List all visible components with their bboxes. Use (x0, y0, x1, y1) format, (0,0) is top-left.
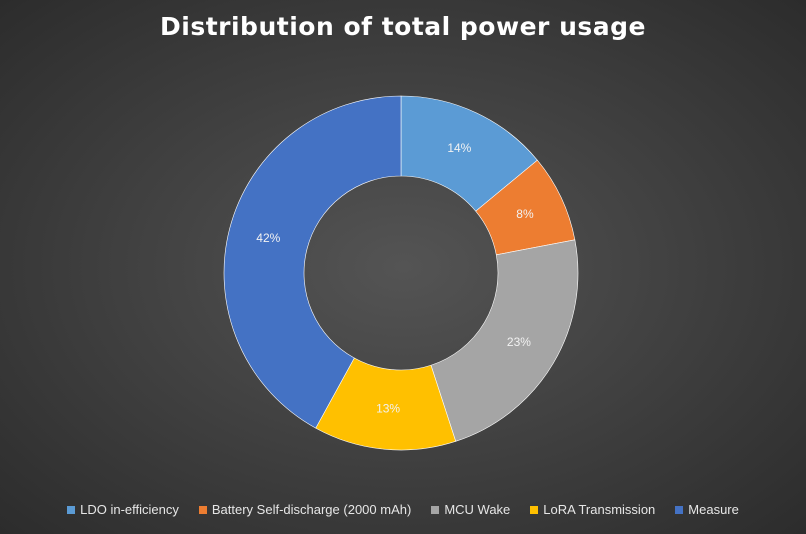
legend-swatch (675, 505, 684, 514)
legend-swatch (67, 505, 76, 514)
legend-label: LDO in-efficiency (80, 502, 179, 517)
legend-item-battery-self-discharge-2000-mah: Battery Self-discharge (2000 mAh) (198, 502, 412, 517)
legend-swatch (198, 505, 207, 514)
legend-label: Battery Self-discharge (2000 mAh) (211, 502, 412, 517)
legend-item-ldo-in-efficiency: LDO in-efficiency (67, 502, 179, 517)
slice-label-mcu-wake: 23% (507, 335, 531, 349)
legend-item-measure: Measure (675, 502, 739, 517)
legend-item-mcu-wake: MCU Wake (431, 502, 510, 517)
legend: LDO in-efficiency Battery Self-discharge … (0, 502, 806, 517)
legend-label: LoRA Transmission (543, 502, 656, 517)
slice-label-measure: 42% (256, 231, 280, 245)
slice-label-ldo-in-efficiency: 14% (447, 141, 471, 155)
legend-item-lora-transmission: LoRA Transmission (530, 502, 655, 517)
slice-mcu-wake (430, 239, 579, 442)
slice-measure (223, 95, 402, 429)
slice-label-battery-self-discharge-2000-mah: 8% (516, 207, 534, 221)
legend-swatch (431, 505, 440, 514)
chart-title: Distribution of total power usage (160, 12, 646, 41)
legend-swatch (530, 505, 539, 514)
legend-label: Measure (688, 502, 739, 517)
slice-label-lora-transmission: 13% (376, 402, 400, 416)
legend-label: MCU Wake (444, 502, 511, 517)
